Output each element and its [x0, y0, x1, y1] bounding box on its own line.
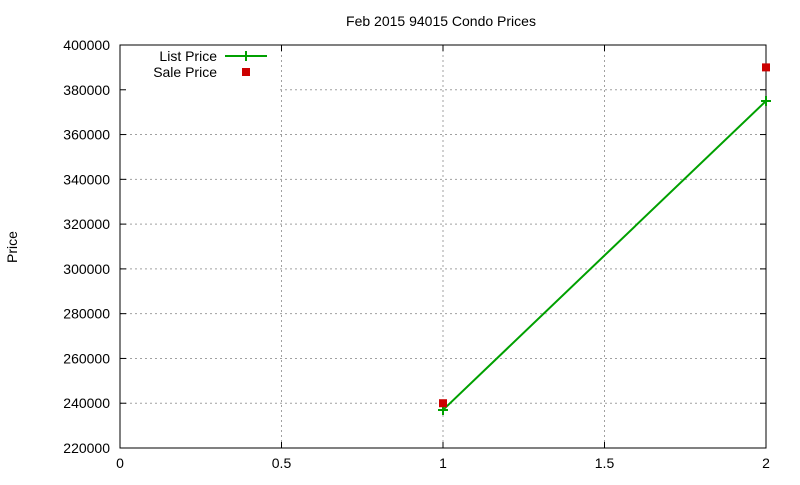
legend-square-marker — [242, 68, 250, 76]
plot-frame — [119, 44, 767, 449]
sale-price-point — [762, 63, 770, 72]
series — [438, 63, 771, 415]
list-price-point — [761, 95, 771, 106]
y-tick-label: 400000 — [63, 37, 110, 53]
y-tick-label: 240000 — [63, 395, 110, 411]
x-tick-label: 0 — [116, 455, 124, 471]
legend-label: List Price — [159, 48, 217, 64]
x-tick-label: 2 — [762, 455, 770, 471]
y-axis-label: Price — [4, 231, 20, 263]
y-tick-label: 340000 — [63, 171, 110, 187]
y-tick-label: 320000 — [63, 216, 110, 232]
y-tick-label: 380000 — [63, 82, 110, 98]
y-tick-label: 260000 — [63, 350, 110, 366]
grid — [120, 45, 766, 448]
y-tick-label: 300000 — [63, 261, 110, 277]
legend-plus-marker — [241, 51, 251, 61]
ticks: 0 0.5 1 1.5 2 220000 240000 260000 280000 300000 3… — [63, 37, 770, 471]
y-tick-label: 220000 — [63, 440, 110, 456]
x-tick-label: 1 — [439, 455, 447, 471]
x-tick-label: 1.5 — [595, 455, 615, 471]
chart-title: Feb 2015 94015 Condo Prices — [346, 13, 536, 29]
sale-price-point — [439, 399, 447, 408]
legend-label: Sale Price — [153, 64, 217, 80]
list-price-line — [442, 100, 767, 411]
y-tick-label: 280000 — [63, 306, 110, 322]
x-tick-label: 0.5 — [272, 455, 292, 471]
y-tick-label: 360000 — [63, 127, 110, 143]
